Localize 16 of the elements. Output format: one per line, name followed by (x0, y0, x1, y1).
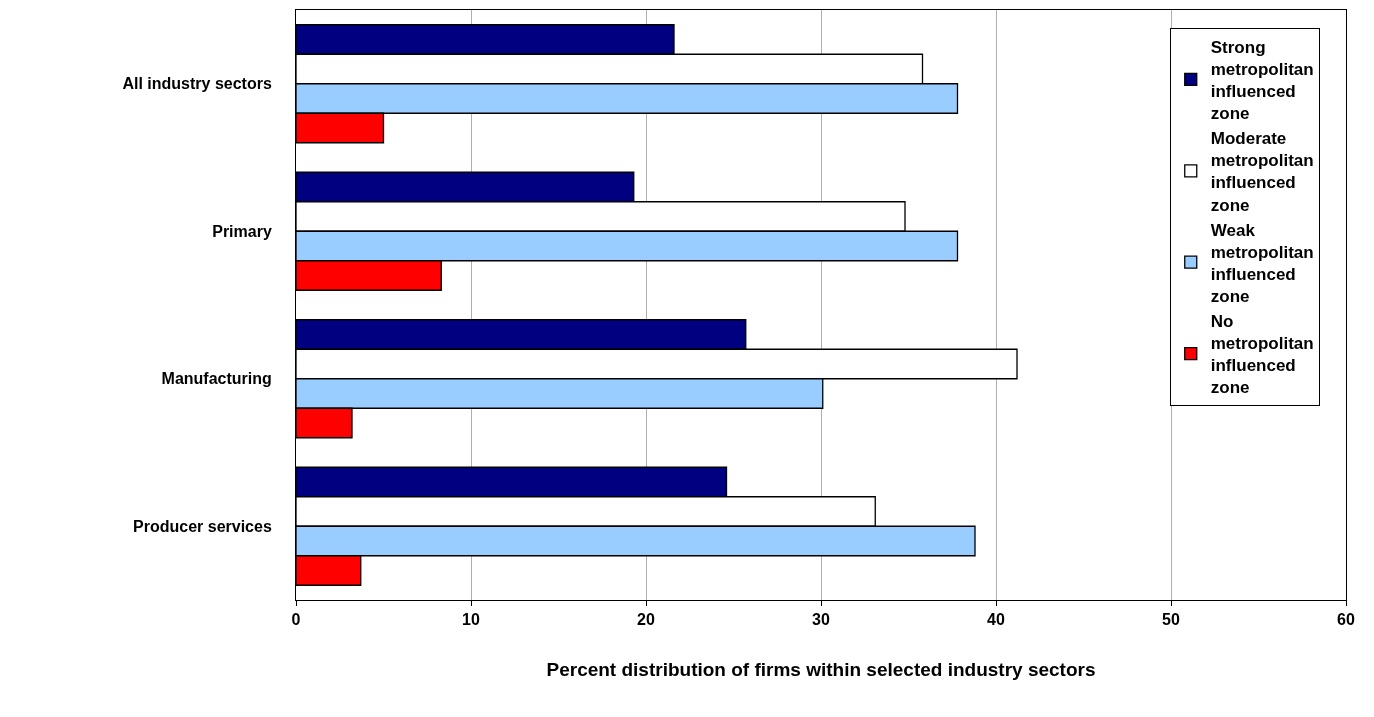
legend-label: Moderate metropolitan influenced zone (1210, 129, 1314, 215)
legend-label: No metropolitan influenced zone (1210, 312, 1314, 398)
x-tick-label: 20 (637, 611, 655, 629)
x-tick-label: 10 (462, 611, 480, 629)
x-tick-label: 60 (1337, 611, 1355, 629)
x-tick-label: 0 (291, 611, 301, 629)
y-tick-label: Manufacturing (161, 370, 272, 388)
x-tick-label: 40 (987, 611, 1005, 629)
y-tick-label: Primary (212, 222, 272, 240)
y-tick-label: All industry sectors (122, 75, 272, 93)
legend-label: Strong metropolitan influenced zone (1210, 37, 1314, 124)
y-tick-label: Producer services (133, 517, 272, 535)
x-tick-label: 50 (1162, 611, 1180, 629)
x-axis-title: Percent distribution of firms within selected industry sectors (546, 659, 1096, 680)
x-tick-label: 30 (812, 611, 830, 629)
legend-label: Weak metropolitan influenced zone (1210, 220, 1314, 306)
